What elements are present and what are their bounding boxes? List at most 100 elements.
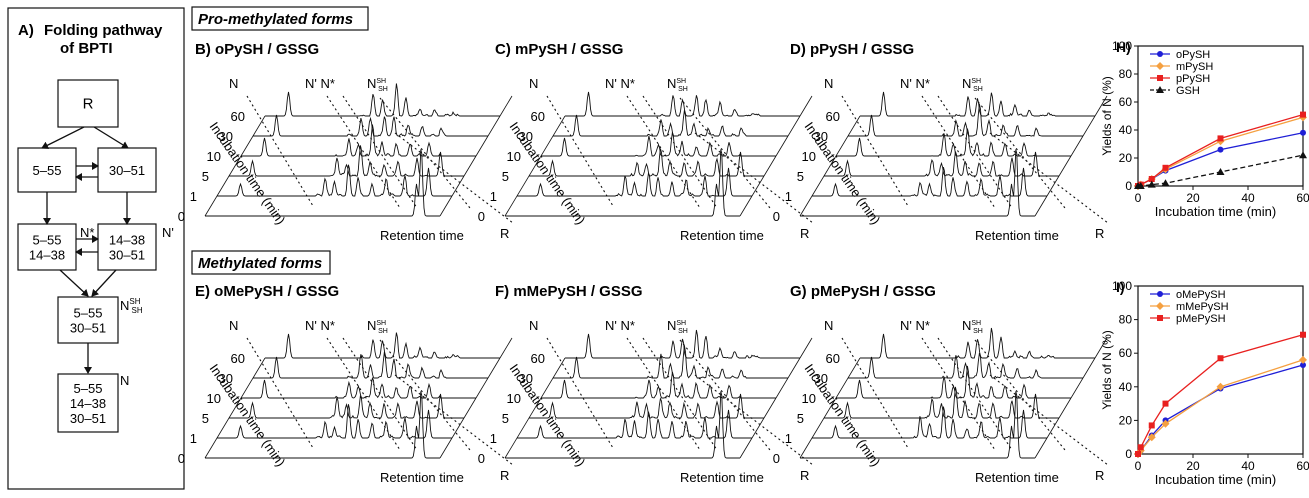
pathway-node-R: R	[57, 79, 119, 128]
trace-edge	[751, 175, 765, 197]
floor-left-edge	[204, 115, 266, 217]
floor-left-edge	[799, 357, 861, 459]
peak-guide-line	[694, 374, 814, 466]
data-point	[1148, 422, 1155, 429]
data-point	[1136, 182, 1145, 189]
pathway-node-text: 30–51	[109, 248, 145, 263]
trace-edge	[475, 135, 489, 157]
series-line	[1137, 364, 1304, 455]
peak-label-nprime-nstar: N' N*	[305, 76, 335, 91]
series-GSH	[1134, 151, 1307, 189]
y-tick-label: 40	[1119, 123, 1133, 137]
trace-edge	[1034, 195, 1048, 217]
peak-guide-line	[989, 132, 1109, 224]
panel-a-title-line1: Folding pathway	[44, 22, 163, 39]
time-label: 5	[502, 169, 509, 184]
data-point	[1156, 62, 1164, 70]
pathway-node-text: 5–55	[74, 381, 103, 396]
trace-edge	[799, 337, 813, 359]
chromatogram-trace	[800, 391, 1035, 459]
peak-guide-line	[626, 95, 701, 209]
panel-a-letter: A)	[18, 22, 34, 39]
panel-a-folding-pathway: A) Folding pathway of BPTI R5–55 30–515–5…	[7, 7, 185, 490]
time-label: 1	[490, 189, 497, 204]
chromatogram-trace	[529, 393, 764, 419]
hplc-panel-title: E) oMePySH / GSSG	[195, 283, 339, 300]
chromatogram-trace	[205, 149, 440, 217]
peak-guide-line	[246, 337, 314, 449]
legend-label: mMePySH	[1176, 301, 1229, 313]
peak-guide-line	[546, 95, 614, 207]
trace-edge	[787, 357, 801, 379]
time-label: 0	[773, 451, 780, 466]
y-tick-label: 20	[1119, 413, 1133, 427]
trace-edge	[1058, 397, 1072, 419]
chromatogram-trace	[553, 345, 788, 379]
peak-label-nshsh: NSH SH	[667, 76, 688, 93]
group-title-meth-text: Methylated forms	[198, 255, 322, 272]
pathway-node-text: 14–38	[70, 396, 106, 411]
trace-edge	[487, 357, 501, 379]
trace-edge	[775, 377, 789, 399]
time-label: 5	[202, 411, 209, 426]
trace-edge	[1070, 135, 1084, 157]
legend-label: oMePySH	[1176, 289, 1226, 301]
data-point	[1300, 331, 1306, 338]
peak-guide-line	[679, 97, 771, 209]
time-label: 60	[826, 109, 840, 124]
data-point	[1216, 382, 1225, 391]
y-tick-label: 100	[1112, 39, 1132, 53]
time-label: 1	[785, 189, 792, 204]
floor-left-edge	[799, 115, 861, 217]
hplc-panel-title: C) mPySH / GSSG	[495, 41, 623, 58]
peak-label-nprime-nstar: N' N*	[900, 76, 930, 91]
time-label: 10	[507, 149, 521, 164]
peak-guide-line	[937, 337, 1013, 451]
peak-guide-line	[394, 374, 514, 466]
data-point	[1162, 164, 1169, 171]
chromatogram-trace	[553, 110, 788, 137]
time-label: 5	[202, 169, 209, 184]
data-point	[1161, 179, 1170, 187]
y-tick-label: 0	[1125, 179, 1132, 193]
hplc-panel-4: F) mMePySH / GSSG N N' N* NSH SH R Retention t…	[478, 283, 814, 485]
chromatogram-trace	[812, 166, 1047, 197]
pathway-node-text: R	[83, 96, 94, 113]
arrow-r-to-30-51	[93, 126, 129, 149]
chromatogram-trace	[824, 151, 1059, 177]
trace-edge	[451, 175, 465, 197]
chromatogram-trace	[205, 391, 440, 459]
hplc-panel-2: D) pPySH / GSSG N N' N* NSH SH R Retention tim…	[773, 41, 1109, 243]
peak-guide-line	[642, 95, 718, 209]
time-label: 30	[814, 371, 828, 386]
y-axis-label: Yields of N (%)	[1100, 330, 1114, 410]
x-tick-label: 20	[1186, 459, 1200, 473]
time-label: 60	[231, 109, 245, 124]
time-label: 60	[826, 351, 840, 366]
chromatogram-trace	[241, 376, 476, 399]
time-label: 5	[797, 411, 804, 426]
chromatogram-trace	[265, 83, 500, 117]
peak-label-nshsh: NSH SH	[962, 318, 983, 335]
hplc-panel-3: E) oMePySH / GSSG N N' N* NSH SH R Retention t…	[178, 283, 514, 485]
peak-guide-line	[326, 337, 401, 451]
data-point	[1299, 355, 1307, 364]
pathway-node-box	[57, 373, 119, 433]
time-label: 1	[190, 431, 197, 446]
time-label: 10	[802, 391, 816, 406]
peak-guide-line	[974, 339, 1066, 451]
hplc-x-axis-label: Retention time	[380, 228, 464, 243]
trace-edge	[1094, 95, 1108, 117]
legend-label: GSH	[1176, 85, 1200, 97]
data-point	[1300, 361, 1306, 368]
y-tick-label: 100	[1112, 279, 1132, 293]
pathway-node-box	[57, 79, 119, 128]
time-label: 60	[531, 109, 545, 124]
chromatogram-trace	[836, 365, 1071, 399]
chromatogram-trace	[541, 132, 776, 157]
